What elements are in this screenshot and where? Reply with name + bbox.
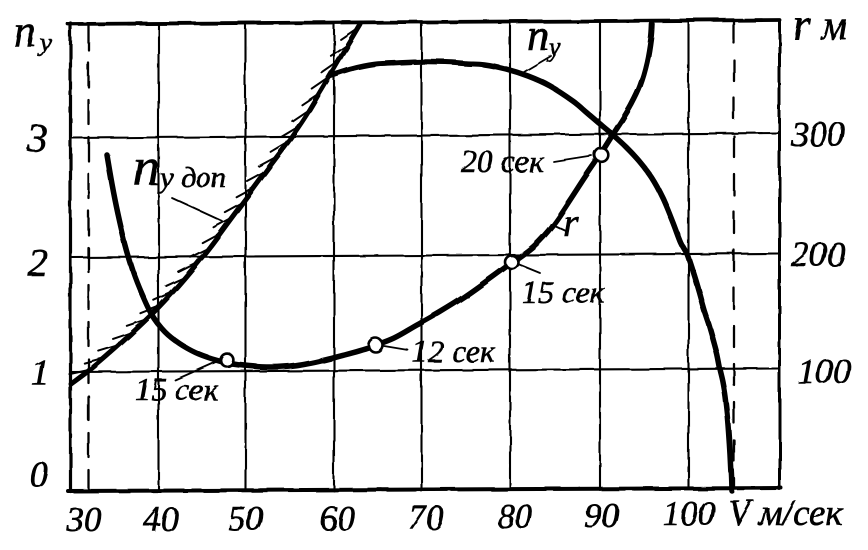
svg-text:1: 1 <box>31 353 50 394</box>
svg-text:15 сек: 15 сек <box>522 274 606 310</box>
svg-text:2: 2 <box>28 240 48 285</box>
svg-text:r: r <box>563 200 579 245</box>
svg-text:nу: nу <box>13 5 52 57</box>
svg-text:V м/сек: V м/сек <box>728 493 843 534</box>
svg-text:60: 60 <box>320 499 356 538</box>
svg-text:300: 300 <box>790 114 845 154</box>
svg-text:80: 80 <box>498 497 534 536</box>
svg-text:40: 40 <box>144 500 180 539</box>
svg-text:100: 100 <box>797 351 851 391</box>
svg-text:12 сек: 12 сек <box>412 333 496 369</box>
svg-text:nу: nу <box>527 11 561 62</box>
svg-text:20 сек: 20 сек <box>461 143 545 179</box>
svg-text:3: 3 <box>26 115 47 160</box>
svg-text:0: 0 <box>30 455 49 496</box>
svg-text:rм: rм <box>793 0 847 49</box>
svg-text:90: 90 <box>584 496 620 535</box>
svg-text:15 сек: 15 сек <box>135 371 219 407</box>
svg-text:100: 100 <box>663 494 716 533</box>
svg-text:50: 50 <box>228 499 264 538</box>
svg-text:30: 30 <box>66 500 103 539</box>
svg-text:200: 200 <box>791 234 845 274</box>
svg-text:70: 70 <box>409 498 445 537</box>
